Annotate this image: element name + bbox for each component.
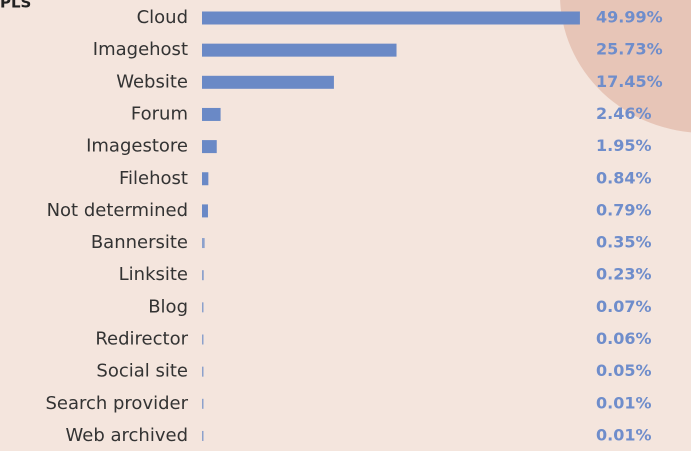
bar: [202, 270, 204, 281]
bar: [202, 11, 580, 25]
value-label: 0.79%: [596, 200, 652, 219]
category-label: Social site: [96, 361, 188, 382]
bar: [202, 75, 334, 89]
category-label: Imagestore: [86, 136, 188, 157]
value-label: 0.05%: [596, 361, 652, 380]
bar: [202, 43, 397, 57]
value-label: 0.23%: [596, 265, 652, 284]
category-label: Cloud: [137, 7, 188, 28]
bar: [202, 398, 204, 409]
bar: [202, 172, 209, 186]
value-label: 0.07%: [596, 297, 652, 316]
category-label: Forum: [131, 103, 188, 124]
category-label: Web archived: [66, 425, 188, 446]
category-label: Filehost: [119, 168, 188, 189]
category-label: Redirector: [95, 329, 188, 350]
value-label: 17.45%: [596, 72, 663, 91]
category-label: Not determined: [47, 200, 188, 221]
value-label: 0.35%: [596, 233, 652, 252]
value-label: 2.46%: [596, 104, 652, 123]
value-label: 0.84%: [596, 168, 652, 187]
value-label: 1.95%: [596, 136, 652, 155]
chart-title: PLS: [0, 0, 31, 12]
bar: [202, 430, 204, 441]
value-label: 0.01%: [596, 425, 652, 444]
bar: [202, 204, 208, 218]
category-label: Website: [116, 71, 188, 92]
value-label: 0.01%: [596, 393, 652, 412]
category-label: Blog: [148, 296, 188, 317]
background-blob: [560, 0, 691, 133]
bar: [202, 107, 221, 121]
category-label: Imagehost: [93, 39, 188, 60]
value-label: 25.73%: [596, 40, 663, 59]
bar: [202, 238, 205, 249]
category-label: Search provider: [45, 393, 188, 414]
bar: [202, 366, 204, 377]
bar: [202, 140, 217, 154]
value-label: 0.06%: [596, 329, 652, 348]
bar: [202, 302, 204, 313]
category-label: Bannersite: [91, 232, 188, 253]
bar: [202, 334, 204, 345]
category-label: Linksite: [119, 264, 188, 285]
value-label: 49.99%: [596, 8, 663, 27]
